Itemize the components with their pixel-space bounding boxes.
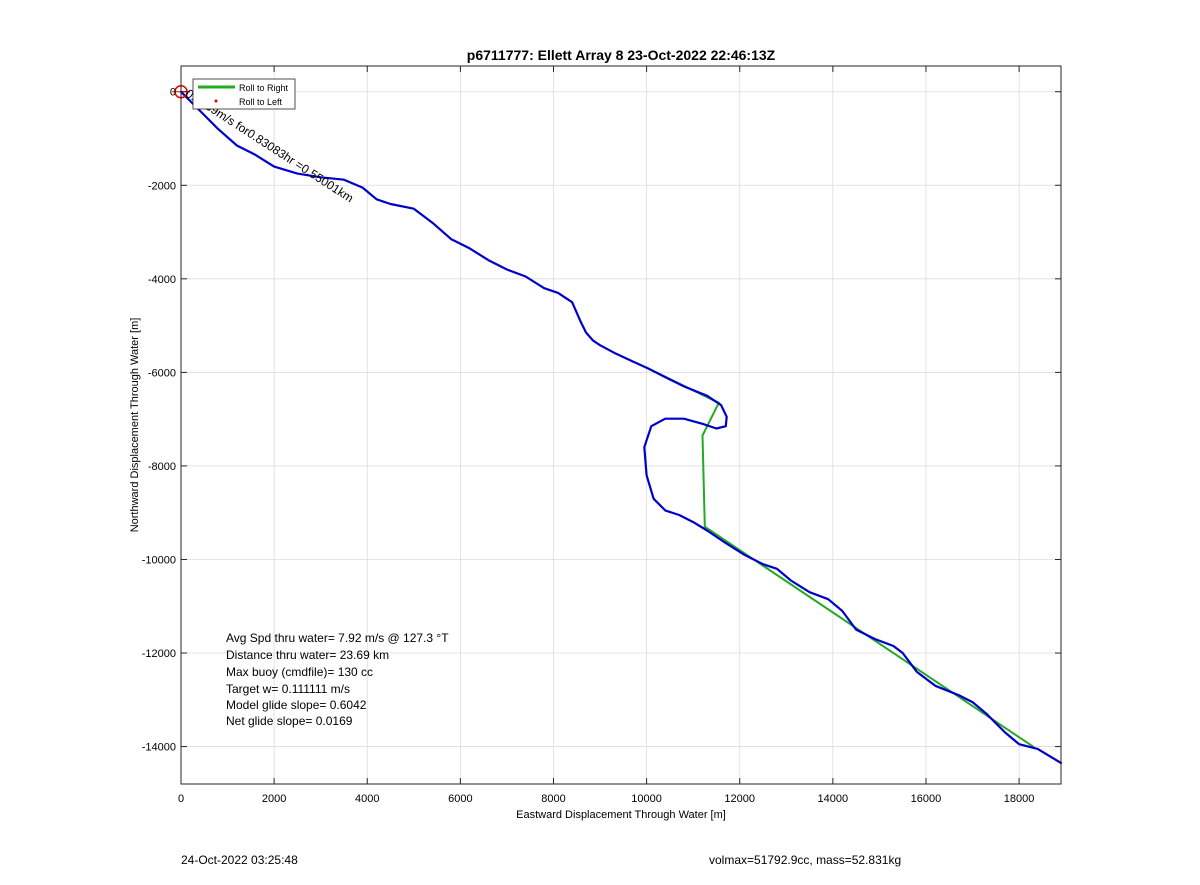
stat-target-w: Target w= 0.111111 m/s	[226, 682, 350, 696]
y-tick-label: -14000	[142, 742, 176, 754]
x-tick-label: 14000	[818, 793, 849, 805]
footer-timestamp: 24-Oct-2022 03:25:48	[181, 853, 298, 867]
legend-label-roll-right: Roll to Right	[239, 83, 289, 93]
y-tick-label: -8000	[148, 461, 176, 473]
y-tick-label: -10000	[142, 554, 176, 566]
y-tick-label: -6000	[148, 367, 176, 379]
plot-frame	[180, 65, 1062, 785]
y-tick-label: -2000	[148, 180, 176, 192]
y-tick-label: 0	[170, 87, 176, 99]
x-tick-label: 8000	[541, 793, 565, 805]
grid-lines	[180, 66, 1061, 784]
legend-box	[192, 78, 296, 110]
legend-label-roll-left: Roll to Left	[239, 97, 283, 107]
y-tick-label: -12000	[142, 648, 176, 660]
footer-vehicle-params: volmax=51792.9cc, mass=52.831kg	[709, 853, 902, 867]
x-tick-label: 2000	[262, 793, 286, 805]
stat-distance: Distance thru water= 23.69 km	[226, 648, 389, 662]
chart-title: p6711777: Ellett Array 8 23-Oct-2022 22:…	[467, 47, 776, 63]
stats-block: Avg Spd thru water= 7.92 m/s @ 127.3 °T …	[226, 631, 449, 728]
legend: Roll to Right Roll to Left	[192, 78, 296, 110]
y-axis-label: Northward Displacement Through Water [m]	[129, 318, 141, 533]
stat-model-glide: Model glide slope= 0.6042	[226, 698, 367, 712]
x-tick-label: 12000	[724, 793, 755, 805]
series-layer	[179, 90, 1063, 765]
stat-max-buoy: Max buoy (cmdfile)= 130 cc	[226, 665, 373, 679]
series-line-track	[179, 90, 1063, 765]
x-tick-label: 0	[178, 793, 184, 805]
x-tick-label: 18000	[1004, 793, 1035, 805]
x-tick-label: 4000	[355, 793, 379, 805]
legend-swatch-roll-left	[214, 99, 218, 103]
x-tick-label: 16000	[911, 793, 942, 805]
axis-ticks: 0 2000 4000 6000 8000 10000 12000 14000 16000 180…	[142, 66, 1061, 805]
x-tick-label: 6000	[448, 793, 472, 805]
y-tick-label: -4000	[148, 274, 176, 286]
stat-net-glide: Net glide slope= 0.0169	[226, 714, 353, 728]
x-tick-label: 10000	[631, 793, 662, 805]
stat-avg-speed: Avg Spd thru water= 7.92 m/s @ 127.3 °T	[226, 631, 449, 645]
x-axis-label: Eastward Displacement Through Water [m]	[516, 809, 726, 821]
